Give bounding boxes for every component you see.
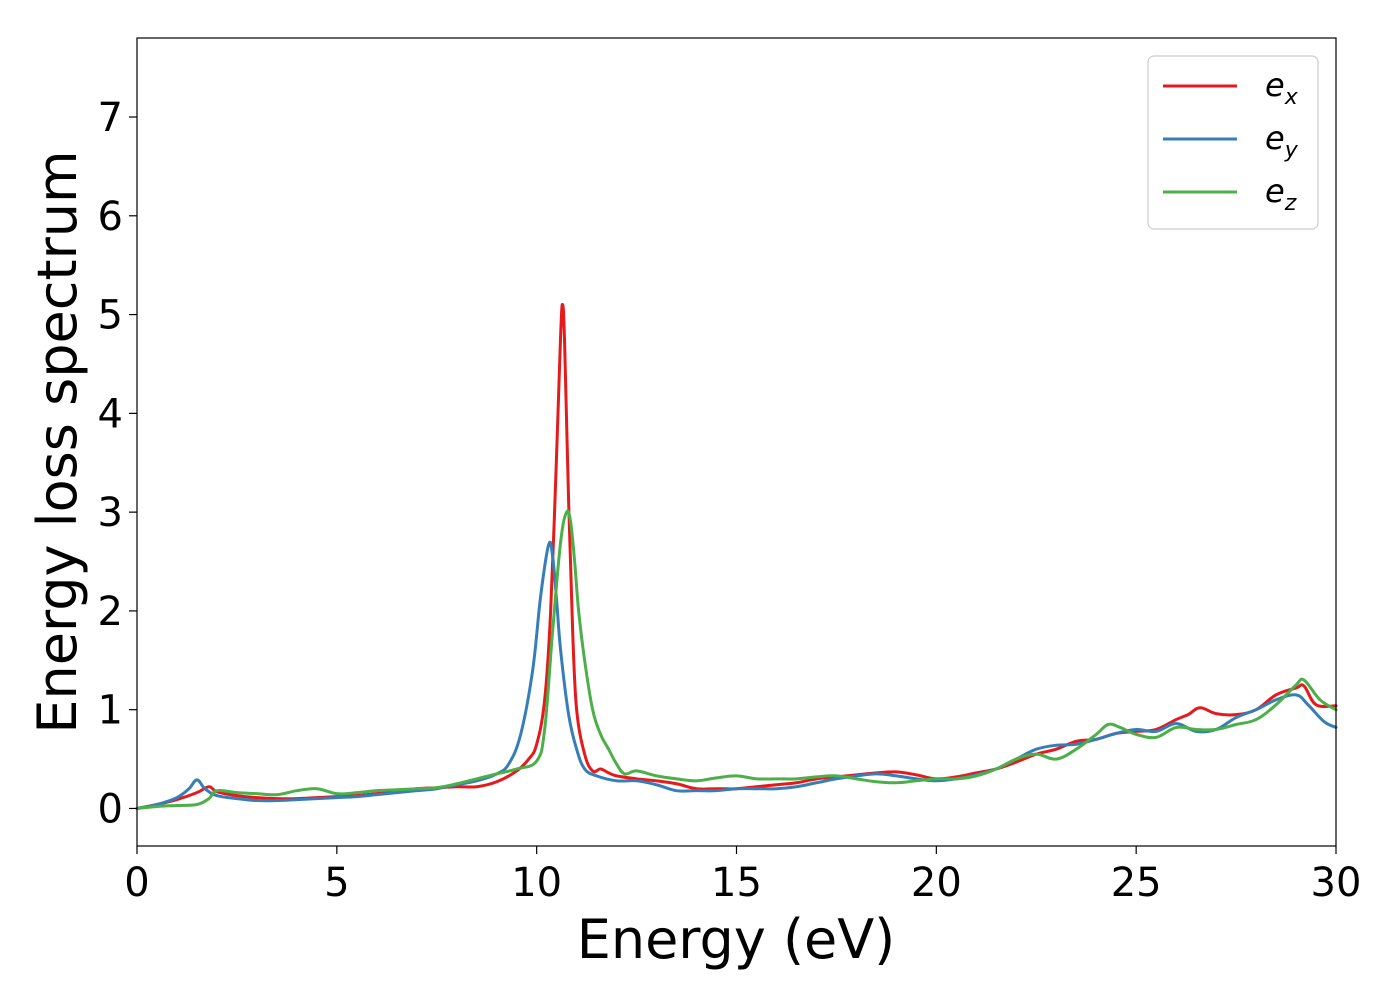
legend-label-base: e (1265, 172, 1285, 210)
y-tick-label: 6 (98, 194, 123, 240)
x-axis-ticks: 0 5 10 15 20 25 30 (124, 846, 1361, 906)
y-tick-label: 2 (98, 589, 123, 635)
legend-label-subscript: x (1284, 85, 1299, 110)
legend-label-base: e (1265, 119, 1285, 157)
x-tick-label: 5 (324, 860, 349, 906)
y-tick-label: 3 (98, 490, 123, 536)
x-tick-label: 10 (511, 860, 562, 906)
x-tick-label: 25 (1111, 860, 1162, 906)
x-tick-label: 30 (1311, 860, 1362, 906)
y-tick-label: 4 (98, 391, 123, 437)
legend-label-x: ex (1265, 66, 1299, 110)
legend-label-subscript: y (1284, 138, 1299, 163)
y-tick-label: 0 (98, 786, 123, 832)
legend-box (1147, 55, 1319, 230)
legend-label-z: ez (1265, 172, 1297, 216)
series-line-z (135, 509, 1338, 810)
y-axis-label: Energy loss spectrum (26, 150, 89, 733)
legend-label-base: e (1265, 66, 1285, 104)
x-tick-label: 15 (711, 860, 762, 906)
legend-label-subscript: z (1284, 191, 1297, 216)
x-tick-label: 0 (124, 860, 149, 906)
y-axis-ticks: 0 1 2 3 4 5 6 7 (98, 95, 137, 832)
legend-label-y: ey (1265, 119, 1299, 163)
x-tick-label: 20 (911, 860, 962, 906)
series-line-y (135, 540, 1338, 810)
y-tick-label: 7 (98, 95, 123, 141)
plot-background (137, 38, 1336, 846)
y-tick-label: 5 (98, 293, 123, 339)
series-layer (135, 302, 1338, 810)
x-axis-label: Energy (eV) (577, 908, 896, 971)
y-tick-label: 1 (98, 688, 123, 734)
